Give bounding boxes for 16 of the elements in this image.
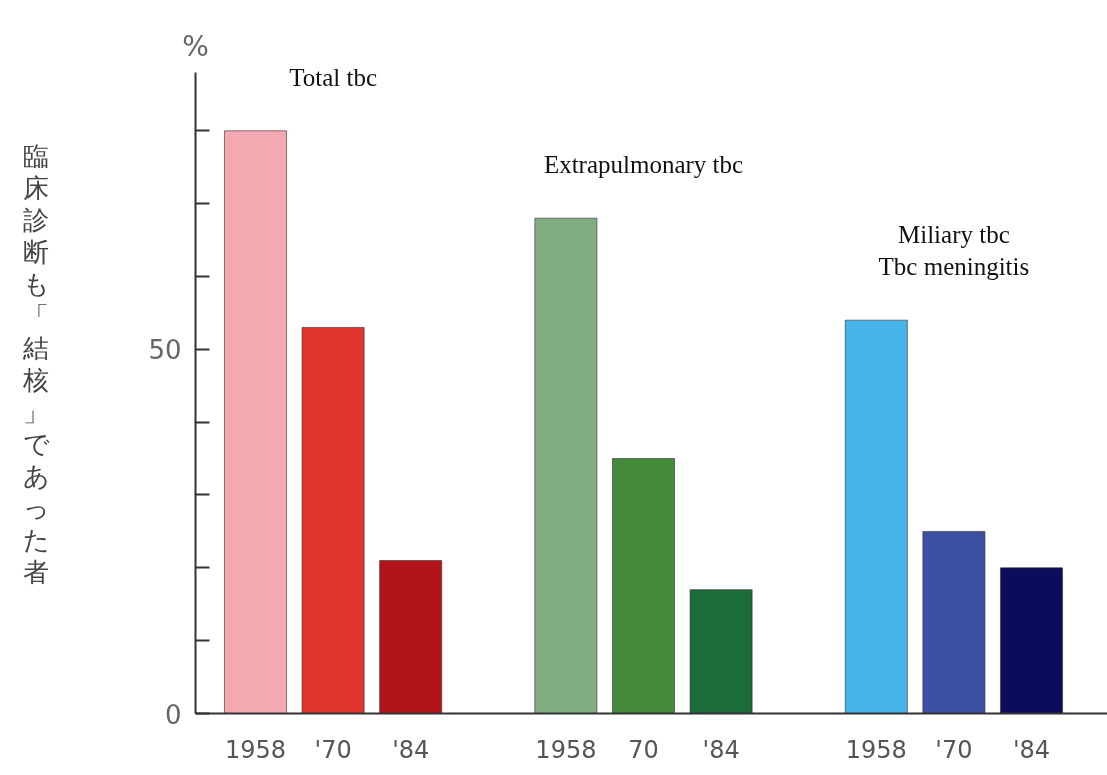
x-tick-label: '84	[702, 735, 740, 764]
y-tick-label: 0	[164, 699, 182, 730]
x-tick-label: 1958	[535, 735, 597, 764]
series-label: Total tbc	[289, 63, 378, 91]
x-tick-label: '84	[1012, 735, 1051, 764]
x-tick-label: '70	[935, 735, 973, 764]
text: 臨床診断も「結核」であった者	[23, 141, 50, 587]
series-label: Miliary tbc Tbc meningitis	[878, 220, 1030, 281]
x-tick-label: 1958	[845, 735, 907, 764]
series-label: Extrapulmonary tbc	[543, 151, 744, 179]
x-tick-label: '84	[392, 735, 430, 764]
x-tick-label: 1958	[224, 735, 287, 764]
x-tick-label: 70	[628, 735, 659, 764]
text: %	[182, 29, 209, 63]
x-tick-label: '70	[314, 735, 352, 764]
y-tick-label: 50	[148, 335, 182, 366]
